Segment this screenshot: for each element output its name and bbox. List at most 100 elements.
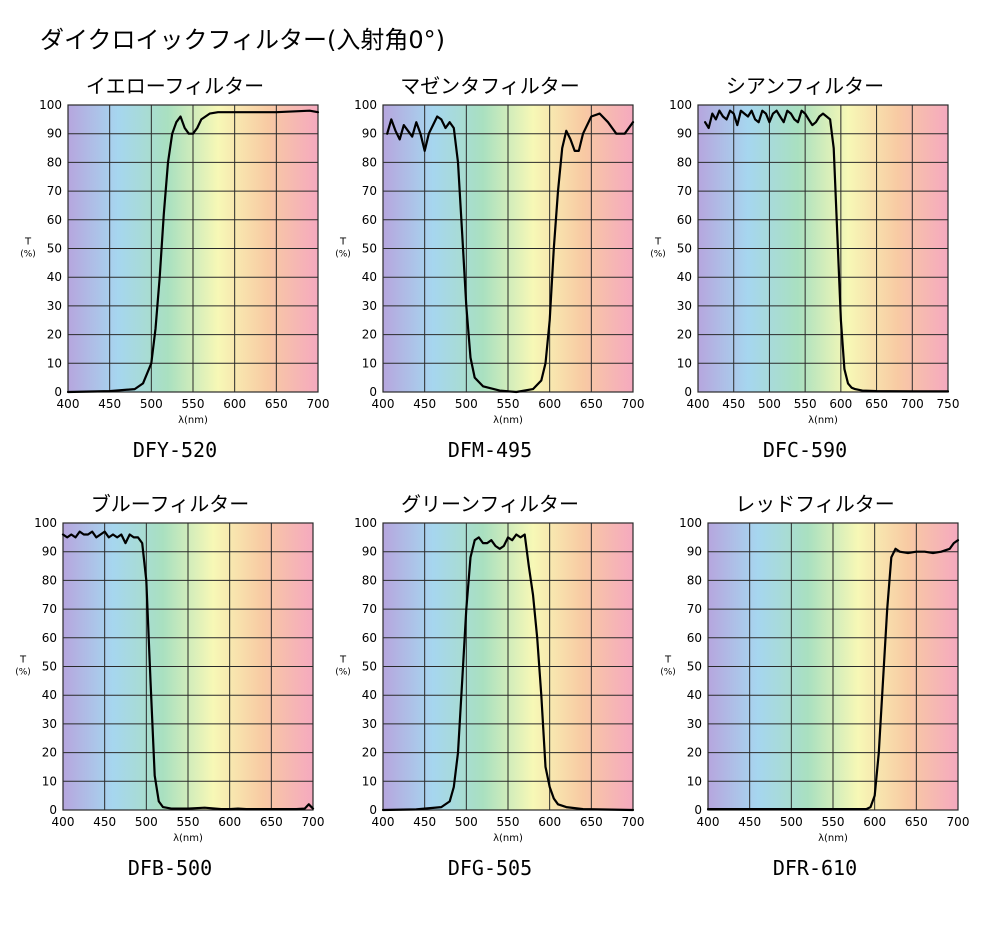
y-tick-label: 100	[679, 516, 702, 530]
y-tick-label: 90	[677, 127, 692, 141]
y-tick-label: 20	[687, 746, 702, 760]
x-axis-label: λ(nm)	[493, 833, 523, 844]
y-tick-label: 0	[369, 385, 377, 399]
y-tick-label: 10	[42, 774, 57, 788]
y-tick-label: 90	[47, 127, 62, 141]
y-tick-label: 0	[694, 803, 702, 817]
y-tick-label: 40	[47, 270, 62, 284]
y-tick-label: 100	[354, 98, 377, 112]
x-tick-label: 650	[260, 815, 283, 829]
y-tick-label: 80	[47, 155, 62, 169]
x-tick-label: 600	[538, 397, 561, 411]
y-tick-label: 10	[362, 356, 377, 370]
y-tick-label: 100	[669, 98, 692, 112]
y-tick-label: 100	[34, 516, 57, 530]
x-tick-label: 500	[780, 815, 803, 829]
y-tick-label: 80	[42, 573, 57, 587]
y-tick-label: 40	[677, 270, 692, 284]
y-tick-label: 50	[687, 660, 702, 674]
y-tick-label: 40	[42, 688, 57, 702]
y-tick-label: 70	[362, 602, 377, 616]
x-axis-label: λ(nm)	[173, 833, 203, 844]
y-tick-label: 50	[47, 242, 62, 256]
y-tick-label: 0	[49, 803, 57, 817]
chart-plot: 0 10 20 30 40 50 60 70 80 90 100 400 450 500 550 600 650…	[15, 516, 324, 844]
plot-frame	[382, 522, 634, 811]
x-tick-label: 400	[52, 815, 75, 829]
x-tick-label: 650	[580, 815, 603, 829]
y-tick-label: 100	[354, 516, 377, 530]
y-tick-label: 0	[684, 385, 692, 399]
y-tick-label: 30	[42, 717, 57, 731]
y-axis-label: T	[339, 237, 347, 248]
y-axis-unit: (%)	[20, 250, 36, 260]
x-tick-label: 550	[497, 815, 520, 829]
x-axis-label: λ(nm)	[178, 415, 208, 426]
y-tick-label: 70	[42, 602, 57, 616]
y-tick-label: 70	[677, 184, 692, 198]
y-tick-label: 0	[54, 385, 62, 399]
y-tick-label: 90	[42, 545, 57, 559]
x-tick-label: 550	[497, 397, 520, 411]
y-tick-label: 10	[362, 774, 377, 788]
transmission-curve	[66, 109, 320, 394]
y-tick-label: 80	[677, 155, 692, 169]
chart-plot: 0 10 20 30 40 50 60 70 80 90 100 400 450 500 550 600 650…	[20, 98, 330, 426]
transmission-curve	[706, 539, 960, 811]
y-tick-label: 30	[47, 299, 62, 313]
y-tick-label: 20	[362, 328, 377, 342]
chart-panel-magenta: マゼンタフィルター 0 10 20 30 40 50 60 70 80 90 100 400 450 50…	[325, 70, 655, 510]
filter-code: DFM-495	[447, 438, 533, 462]
x-tick-label: 650	[905, 815, 928, 829]
filter-code: DFC-590	[762, 438, 848, 462]
y-tick-label: 50	[362, 242, 377, 256]
y-tick-label: 70	[47, 184, 62, 198]
x-tick-label: 700	[622, 397, 645, 411]
y-axis-unit: (%)	[660, 668, 676, 678]
x-tick-label: 400	[372, 397, 395, 411]
y-tick-label: 90	[687, 545, 702, 559]
x-tick-label: 650	[580, 397, 603, 411]
x-tick-label: 750	[937, 397, 960, 411]
y-tick-label: 80	[687, 573, 702, 587]
x-tick-label: 450	[738, 815, 761, 829]
x-tick-label: 400	[697, 815, 720, 829]
x-tick-label: 450	[413, 815, 436, 829]
y-axis-unit: (%)	[15, 668, 31, 678]
x-axis-label: λ(nm)	[493, 415, 523, 426]
y-tick-label: 10	[687, 774, 702, 788]
chart-panel-cyan: シアンフィルター 0 10 20 30 40 50 60 70 80 90 100 400 450 500…	[640, 70, 970, 510]
chart-title: グリーンフィルター	[401, 492, 579, 516]
plot-frame	[697, 104, 949, 393]
x-tick-label: 650	[865, 397, 888, 411]
y-tick-label: 20	[677, 328, 692, 342]
x-tick-label: 500	[140, 397, 163, 411]
y-tick-label: 40	[362, 270, 377, 284]
x-tick-label: 500	[455, 397, 478, 411]
chart-title: レッドフィルター	[735, 492, 895, 516]
chart-panel-green: グリーンフィルター 0 10 20 30 40 50 60 70 80 90 100 400 450 50…	[325, 488, 655, 928]
y-tick-label: 20	[42, 746, 57, 760]
y-tick-label: 20	[362, 746, 377, 760]
chart-plot: 0 10 20 30 40 50 60 70 80 90 100 400 450 500 550 600 650…	[335, 516, 644, 844]
y-tick-label: 0	[369, 803, 377, 817]
chart-title: ブルーフィルター	[90, 492, 250, 516]
chart-title: シアンフィルター	[725, 74, 885, 98]
filter-code: DFY-520	[132, 438, 218, 462]
chart-panel-yellow: イエローフィルター 0 10 20 30 40 50 60 70 80 90 100 400 450 50…	[10, 70, 340, 510]
x-tick-label: 550	[794, 397, 817, 411]
y-axis-label: T	[24, 237, 32, 248]
x-tick-label: 450	[722, 397, 745, 411]
x-tick-label: 700	[307, 397, 330, 411]
x-tick-label: 400	[57, 397, 80, 411]
x-tick-label: 500	[758, 397, 781, 411]
y-tick-label: 40	[687, 688, 702, 702]
chart-panel-blue: ブルーフィルター 0 10 20 30 40 50 60 70 80 90 100 400 450 500…	[5, 488, 335, 928]
y-tick-label: 30	[677, 299, 692, 313]
x-tick-label: 450	[413, 397, 436, 411]
y-tick-label: 60	[47, 213, 62, 227]
y-tick-label: 50	[42, 660, 57, 674]
x-axis-label: λ(nm)	[808, 415, 838, 426]
y-tick-label: 60	[362, 631, 377, 645]
page-title: ダイクロイックフィルター(入射角0°)	[40, 26, 446, 54]
